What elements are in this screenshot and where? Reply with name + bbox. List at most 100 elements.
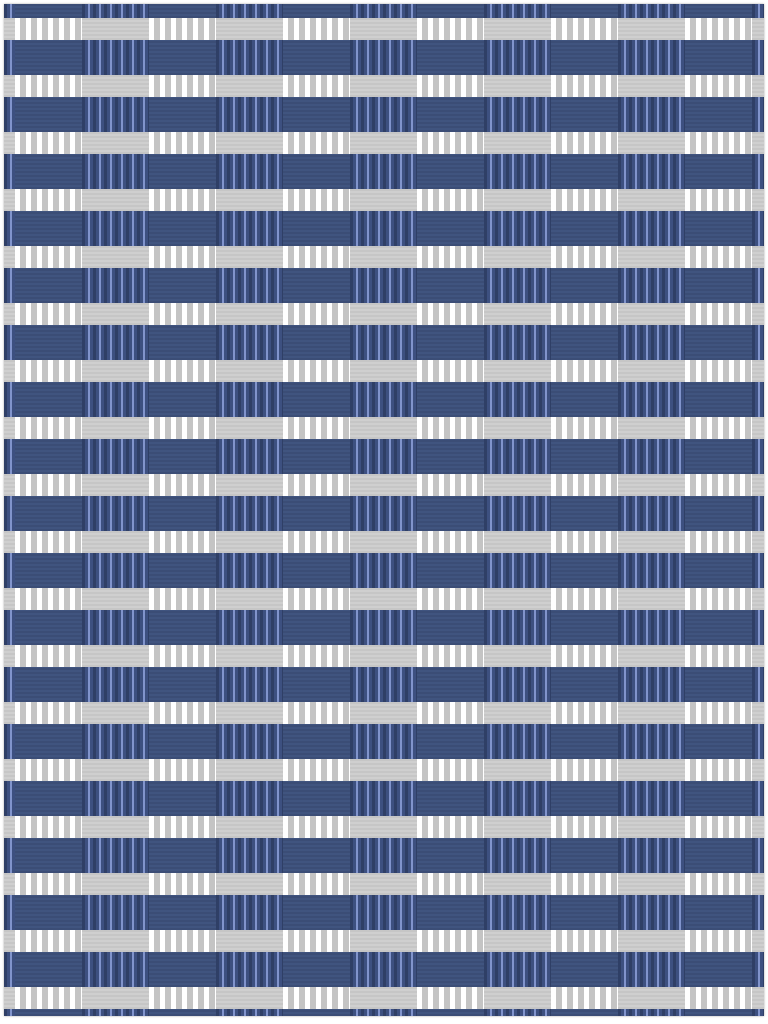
weave-cell (4, 781, 15, 816)
weave-cell (283, 97, 350, 132)
weave-cell (15, 702, 82, 724)
weave-cell (685, 588, 752, 610)
weave-cell (551, 610, 618, 645)
weave-cell (82, 781, 149, 816)
weave-cell (216, 930, 283, 952)
weave-cell (484, 838, 551, 873)
weave-cell (82, 702, 149, 724)
weave-cell (149, 97, 216, 132)
weave-cell (216, 895, 283, 930)
weave-cell (149, 4, 216, 18)
weave-cell (283, 40, 350, 75)
weave-cell (551, 873, 618, 895)
weave-cell (350, 645, 417, 667)
weave-cell (15, 610, 82, 645)
weave-cell (752, 325, 764, 360)
weave-cell (417, 781, 484, 816)
weave-cell (618, 781, 685, 816)
weave-cell (618, 531, 685, 553)
weave-cell (350, 189, 417, 211)
weave-cell (417, 724, 484, 759)
weave-cell (350, 553, 417, 588)
weave-cell (4, 18, 15, 40)
weave-cell (82, 132, 149, 154)
weave-cell (4, 40, 15, 75)
weave-cell (417, 360, 484, 382)
weave-cell (618, 75, 685, 97)
weave-cell (752, 382, 764, 417)
weave-cell (82, 952, 149, 987)
weave-cell (82, 496, 149, 531)
weave-cell (752, 588, 764, 610)
weave-cell (417, 189, 484, 211)
weave-cell (283, 382, 350, 417)
weave-cell (685, 360, 752, 382)
weave-cell (685, 873, 752, 895)
weave-cell (685, 610, 752, 645)
weave-cell (752, 1009, 764, 1016)
weave-cell (82, 838, 149, 873)
weave-cell (283, 531, 350, 553)
weave-cell (82, 211, 149, 246)
weave-cell (216, 645, 283, 667)
navy-band (4, 1009, 764, 1016)
weave-cell (752, 816, 764, 838)
weave-cell (149, 702, 216, 724)
weave-cell (216, 268, 283, 303)
weave-cell (417, 838, 484, 873)
weave-cell (484, 325, 551, 360)
weave-cell (752, 952, 764, 987)
weave-cell (216, 1009, 283, 1016)
weave-cell (685, 325, 752, 360)
weave-cell (4, 360, 15, 382)
weave-cell (350, 268, 417, 303)
weave-cell (283, 873, 350, 895)
weave-cell (618, 4, 685, 18)
weave-cell (417, 873, 484, 895)
weave-cell (283, 895, 350, 930)
weave-cell (350, 360, 417, 382)
weave-cell (417, 987, 484, 1009)
weave-cell (618, 645, 685, 667)
weave-cell (417, 667, 484, 702)
weave-cell (216, 816, 283, 838)
weave-cell (350, 724, 417, 759)
weave-cell (685, 40, 752, 75)
weave-cell (551, 724, 618, 759)
weave-cell (15, 75, 82, 97)
weave-cell (216, 40, 283, 75)
weave-cell (484, 759, 551, 781)
weave-cell (350, 97, 417, 132)
navy-band (4, 553, 764, 588)
weave-cell (685, 97, 752, 132)
weave-cell (216, 417, 283, 439)
weave-cell (551, 211, 618, 246)
weave-cell (618, 667, 685, 702)
weave-cell (417, 303, 484, 325)
weave-cell (149, 759, 216, 781)
weave-cell (484, 97, 551, 132)
weave-cell (216, 211, 283, 246)
weave-cell (149, 189, 216, 211)
weave-cell (82, 303, 149, 325)
weave-cell (283, 1009, 350, 1016)
weave-cell (82, 382, 149, 417)
weave-cell (15, 246, 82, 268)
weave-cell (685, 496, 752, 531)
weave-cell (618, 268, 685, 303)
weave-cell (685, 189, 752, 211)
weave-cell (4, 930, 15, 952)
navy-band (4, 325, 764, 360)
weave-cell (149, 952, 216, 987)
weave-cell (82, 873, 149, 895)
weave-cell (417, 588, 484, 610)
weave-cell (350, 496, 417, 531)
weave-cell (685, 211, 752, 246)
weave-cell (4, 189, 15, 211)
weave-cell (4, 987, 15, 1009)
weave-cell (350, 211, 417, 246)
weave-cell (484, 553, 551, 588)
weave-cell (618, 987, 685, 1009)
weave-cell (4, 268, 15, 303)
navy-band (4, 895, 764, 930)
